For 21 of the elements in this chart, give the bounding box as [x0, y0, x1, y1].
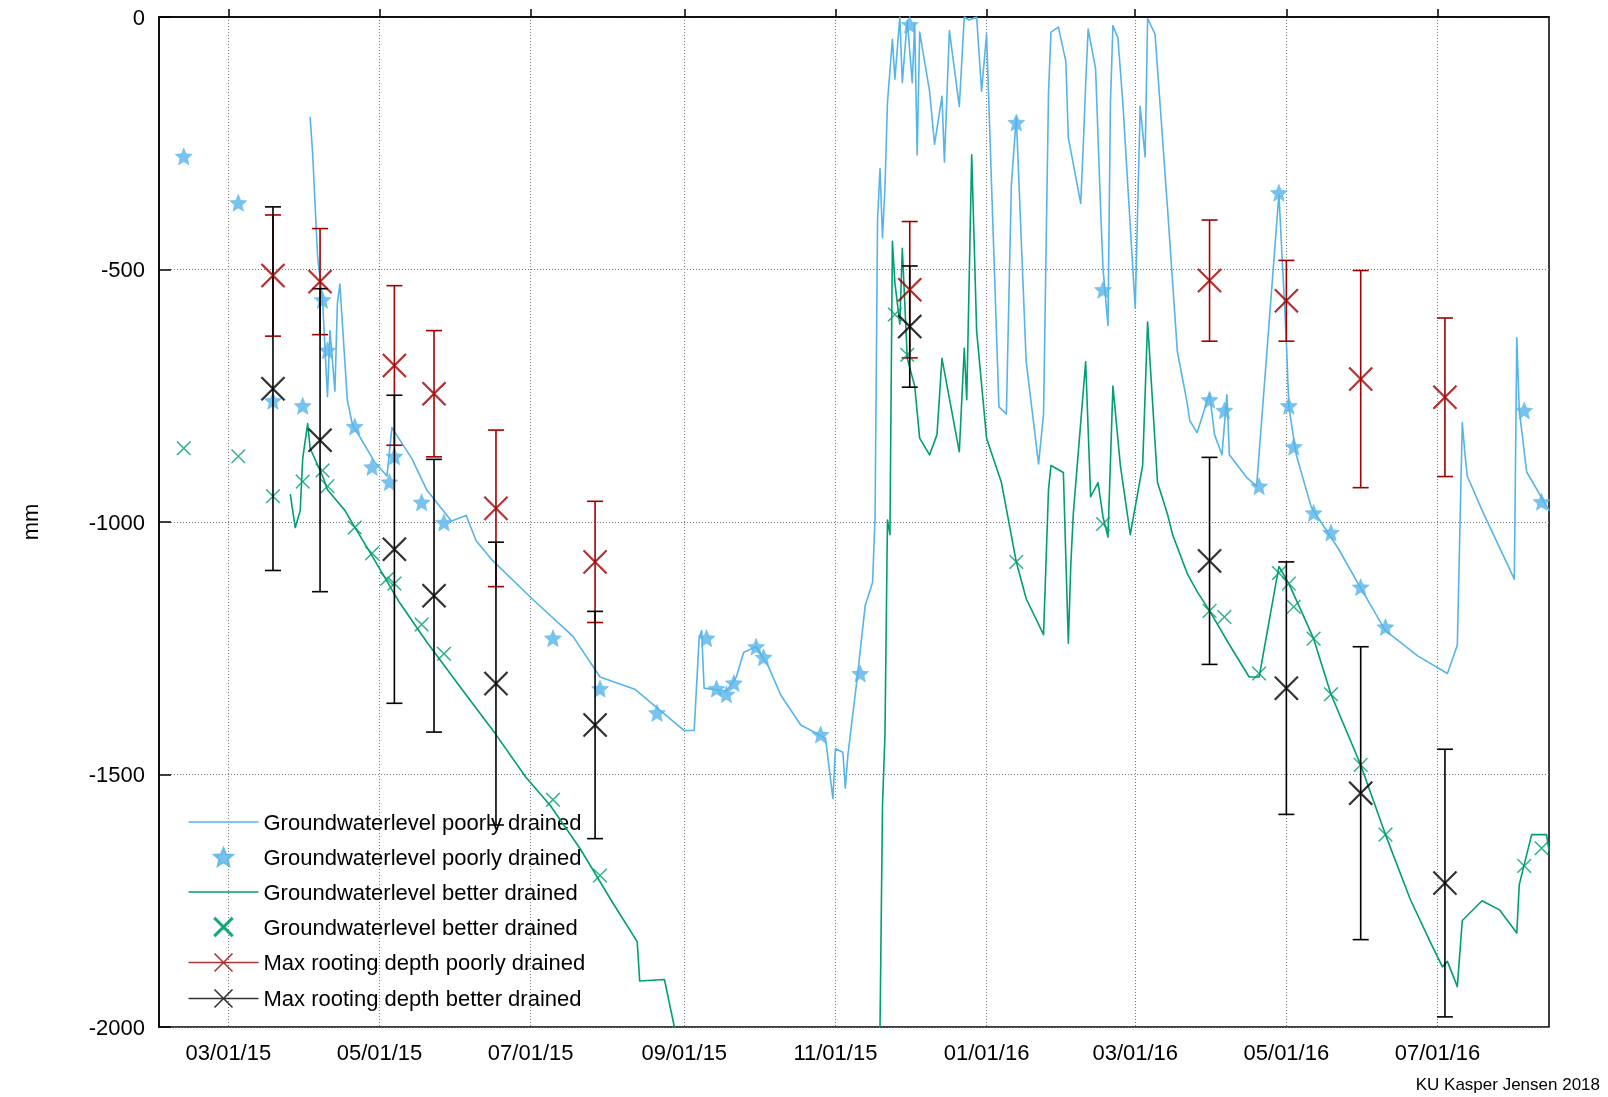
legend-label: Groundwaterlevel better drained: [263, 914, 578, 940]
y-tick-label: 0: [132, 4, 145, 30]
x-tick-label: 09/01/15: [641, 1039, 728, 1065]
x-tick-label: 03/01/15: [185, 1039, 272, 1065]
y-tick-label: -2000: [88, 1014, 145, 1040]
x-tick-label: 11/01/15: [793, 1039, 878, 1065]
y-axis-title: mm: [17, 503, 43, 541]
legend-label: Max rooting depth better drained: [263, 986, 582, 1011]
legend-label: Groundwaterlevel better drained: [263, 879, 578, 905]
x-tick-label: 07/01/15: [487, 1039, 574, 1065]
x-tick-label: 05/01/16: [1243, 1039, 1330, 1065]
y-tick-label: -500: [100, 257, 145, 282]
x-tick-label: 05/01/15: [336, 1039, 423, 1065]
y-tick-label: -1000: [88, 509, 145, 535]
legend-label: Groundwaterlevel poorly drained: [263, 844, 582, 870]
text: KU Kasper Jensen 2018: [1415, 1075, 1601, 1094]
x-tick-label: 07/01/16: [1394, 1039, 1481, 1065]
y-tick-label: -1500: [88, 762, 145, 787]
legend-label: Max rooting depth poorly drained: [263, 950, 586, 975]
x-tick-label: 01/01/16: [943, 1039, 1030, 1065]
x-tick-label: 03/01/16: [1092, 1039, 1179, 1065]
